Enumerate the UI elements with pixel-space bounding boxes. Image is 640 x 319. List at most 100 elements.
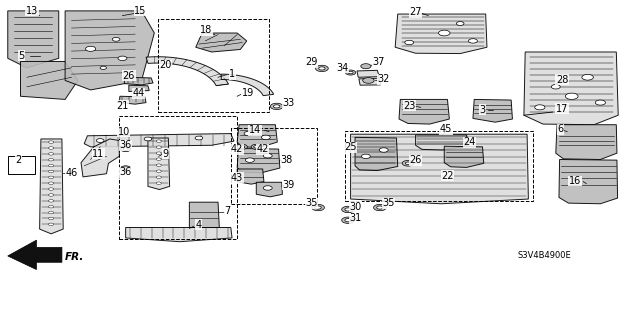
Circle shape	[49, 223, 54, 226]
Circle shape	[380, 148, 388, 152]
Bar	[119, 116, 237, 239]
Circle shape	[316, 65, 328, 71]
Circle shape	[263, 153, 272, 158]
Text: 27: 27	[410, 7, 422, 17]
Circle shape	[345, 219, 351, 222]
Polygon shape	[119, 96, 146, 104]
Circle shape	[346, 70, 356, 75]
Circle shape	[565, 93, 578, 100]
Polygon shape	[351, 134, 529, 204]
Text: 15: 15	[134, 6, 147, 16]
Circle shape	[49, 217, 54, 220]
Text: 9: 9	[163, 149, 169, 159]
Polygon shape	[237, 125, 277, 147]
Text: 39: 39	[282, 180, 294, 190]
Circle shape	[156, 182, 161, 184]
Text: S3V4B4900E: S3V4B4900E	[518, 251, 572, 260]
Polygon shape	[84, 134, 234, 147]
Polygon shape	[81, 139, 119, 177]
Text: 6: 6	[557, 124, 563, 135]
Circle shape	[319, 67, 325, 70]
Circle shape	[240, 145, 245, 148]
Polygon shape	[129, 85, 149, 92]
Polygon shape	[196, 33, 246, 52]
Text: 46: 46	[65, 168, 77, 178]
Polygon shape	[355, 137, 397, 171]
Text: 43: 43	[231, 173, 243, 183]
Circle shape	[156, 146, 161, 148]
Text: 24: 24	[463, 137, 476, 147]
Polygon shape	[395, 14, 487, 54]
Circle shape	[156, 164, 161, 167]
Polygon shape	[444, 146, 484, 167]
Polygon shape	[256, 182, 282, 197]
Circle shape	[156, 152, 161, 154]
Polygon shape	[556, 125, 617, 160]
Polygon shape	[359, 78, 381, 85]
Circle shape	[402, 160, 413, 166]
Bar	[346, 131, 534, 201]
Text: 26: 26	[410, 155, 422, 165]
Polygon shape	[8, 240, 62, 270]
Text: 33: 33	[283, 98, 295, 108]
Circle shape	[49, 211, 54, 214]
Text: 30: 30	[349, 202, 362, 212]
Bar	[231, 128, 317, 204]
Text: 18: 18	[200, 26, 212, 35]
Circle shape	[120, 146, 131, 152]
Circle shape	[195, 136, 203, 140]
Circle shape	[156, 158, 161, 160]
Polygon shape	[189, 202, 220, 227]
Circle shape	[49, 205, 54, 208]
Circle shape	[123, 148, 128, 150]
Text: 3: 3	[479, 105, 486, 115]
Polygon shape	[125, 227, 232, 242]
Circle shape	[244, 131, 253, 136]
Text: 1: 1	[229, 69, 235, 79]
Text: 11: 11	[92, 149, 104, 159]
Circle shape	[123, 167, 128, 170]
Text: 37: 37	[372, 57, 385, 67]
Circle shape	[49, 182, 54, 184]
Text: 36: 36	[120, 167, 132, 177]
Circle shape	[377, 206, 383, 209]
Text: 45: 45	[440, 124, 452, 134]
Circle shape	[363, 78, 374, 83]
Text: 20: 20	[159, 60, 172, 70]
Text: 29: 29	[305, 57, 318, 67]
Text: 21: 21	[116, 101, 129, 111]
Text: 25: 25	[344, 143, 357, 152]
Polygon shape	[124, 77, 153, 85]
Polygon shape	[8, 11, 59, 68]
Circle shape	[263, 186, 272, 190]
Text: 16: 16	[569, 176, 581, 186]
Circle shape	[97, 139, 104, 142]
Circle shape	[270, 103, 283, 109]
Circle shape	[456, 22, 464, 26]
Circle shape	[468, 39, 477, 43]
Circle shape	[348, 71, 353, 74]
Text: 13: 13	[26, 6, 38, 16]
Circle shape	[49, 170, 54, 173]
Circle shape	[582, 74, 593, 80]
Text: 7: 7	[225, 206, 231, 216]
Text: 2: 2	[15, 155, 22, 165]
Text: 19: 19	[242, 88, 254, 98]
Circle shape	[535, 105, 545, 110]
Circle shape	[246, 158, 254, 162]
Circle shape	[237, 144, 247, 149]
Circle shape	[49, 164, 54, 167]
Circle shape	[342, 206, 355, 213]
Text: FR.: FR.	[65, 252, 84, 262]
Polygon shape	[399, 100, 449, 124]
Circle shape	[118, 56, 127, 61]
Text: 32: 32	[378, 75, 390, 85]
Circle shape	[273, 105, 280, 108]
Circle shape	[345, 208, 351, 211]
Circle shape	[156, 176, 161, 178]
Polygon shape	[237, 169, 264, 184]
Text: 44: 44	[132, 88, 145, 98]
Circle shape	[49, 194, 54, 196]
Text: 42: 42	[231, 144, 243, 154]
Text: 34: 34	[336, 63, 348, 73]
